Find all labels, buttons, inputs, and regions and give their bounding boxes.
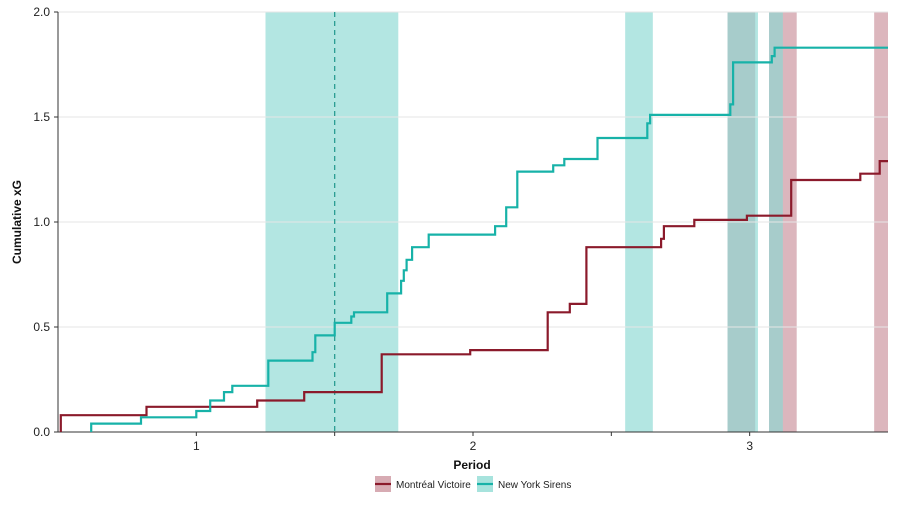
legend: Montréal Victoire New York Sirens [375, 476, 571, 492]
series-lines [59, 46, 888, 432]
legend-label-0: Montréal Victoire [396, 480, 471, 491]
y-tick-label-4: 2.0 [33, 5, 50, 19]
y-tick-label-1: 0.5 [33, 320, 50, 334]
tick-labels: 0.0 0.5 1.0 1.5 2.0 1 2 3 [33, 5, 753, 453]
x-axis-title: Period [453, 458, 490, 472]
y-tick-label-2: 1.0 [33, 215, 50, 229]
series-line-0 [59, 160, 888, 432]
x-tick-label-1: 2 [470, 439, 477, 453]
series-line-1 [90, 46, 888, 432]
legend-label-1: New York Sirens [498, 480, 571, 491]
x-tick-label-2: 3 [746, 439, 753, 453]
y-tick-label-0: 0.0 [33, 425, 50, 439]
x-tick-label-0: 1 [193, 439, 200, 453]
y-tick-label-3: 1.5 [33, 110, 50, 124]
y-axis-title: Cumulative xG [10, 180, 24, 264]
gridlines [58, 11, 888, 433]
